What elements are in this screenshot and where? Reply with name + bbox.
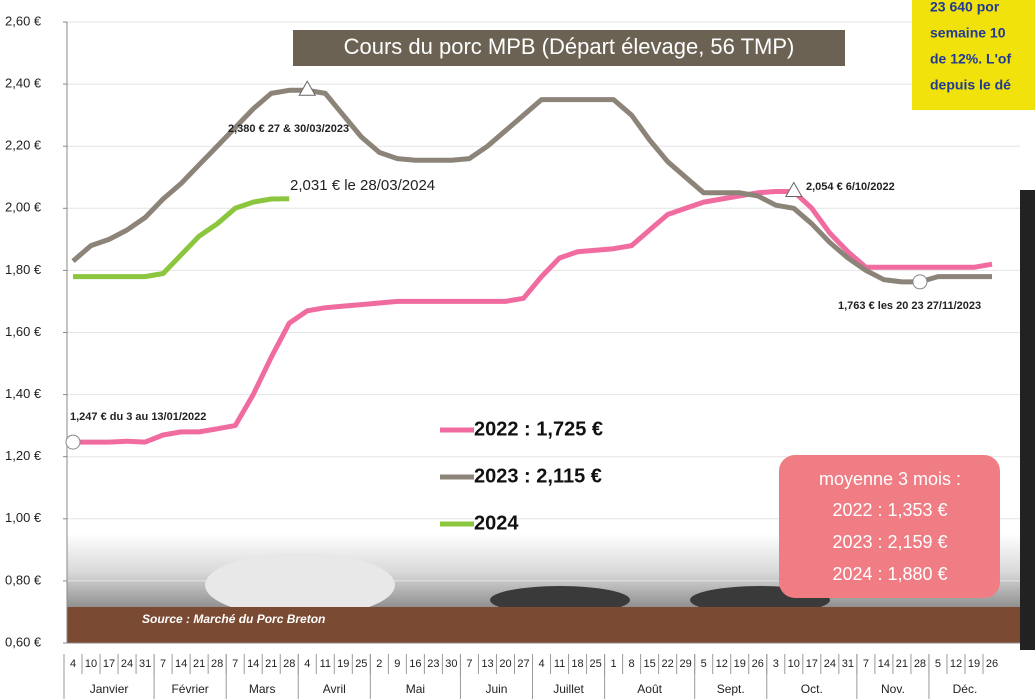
x-tick-label: 8	[629, 658, 635, 670]
month-label: Juin	[485, 682, 507, 696]
x-tick-label: 24	[824, 658, 836, 670]
note-line: depuis le dé	[930, 77, 1011, 93]
y-tick-label: 2,60 €	[5, 13, 42, 28]
month-label: Janvier	[90, 682, 129, 696]
x-tick-label: 14	[247, 658, 259, 670]
y-tick-label: 2,00 €	[5, 200, 42, 215]
x-tick-label: 7	[863, 658, 869, 670]
x-tick-label: 20	[499, 658, 511, 670]
y-tick-label: 1,00 €	[5, 510, 42, 525]
x-tick-label: 10	[85, 658, 97, 670]
x-tick-label: 4	[304, 658, 310, 670]
x-tick-label: 24	[121, 658, 133, 670]
x-tick-label: 4	[70, 658, 76, 670]
point-marker	[66, 435, 80, 449]
month-label: Février	[171, 682, 208, 696]
chart: Source : Marché du Porc Breton Cours du …	[0, 0, 1035, 699]
y-tick-label: 0,80 €	[5, 572, 42, 587]
note-line: de 12%. L'of	[930, 51, 1011, 67]
note-line: semaine 10	[930, 25, 1006, 41]
month-label: Mars	[249, 682, 276, 696]
x-tick-label: 11	[320, 658, 331, 670]
x-tick-label: 21	[896, 658, 908, 670]
x-tick-label: 28	[283, 658, 295, 670]
x-tick-label: 5	[701, 658, 707, 670]
x-tick-label: 16	[409, 658, 421, 670]
x-tick-label: 1	[611, 658, 617, 670]
x-tick-label: 7	[466, 658, 472, 670]
y-tick-label: 1,60 €	[5, 324, 42, 339]
month-label: Août	[637, 682, 662, 696]
x-tick-label: 12	[950, 658, 962, 670]
x-tick-label: 31	[139, 658, 151, 670]
annotation: 2,054 € 6/10/2022	[806, 181, 895, 193]
legend-label: 2023 : 2,115 €	[474, 465, 602, 487]
x-tick-label: 19	[968, 658, 980, 670]
y-tick-label: 1,80 €	[5, 262, 42, 277]
x-tick-label: 27	[517, 658, 529, 670]
annotation: 1,763 € les 20 23 27/11/2023	[838, 300, 981, 312]
month-label: Déc.	[953, 682, 978, 696]
x-tick-label: 31	[842, 658, 854, 670]
x-tick-label: 28	[914, 658, 926, 670]
y-tick-label: 2,40 €	[5, 76, 42, 91]
x-tick-label: 17	[806, 658, 818, 670]
x-tick-label: 7	[160, 658, 166, 670]
y-tick-label: 0,60 €	[5, 634, 42, 649]
month-label: Oct.	[801, 682, 823, 696]
x-tick-label: 7	[232, 658, 238, 670]
average-line: 2024 : 1,880 €	[832, 564, 947, 584]
x-tick-label: 5	[935, 658, 941, 670]
average-line: 2022 : 1,353 €	[832, 500, 947, 520]
month-label: Mai	[406, 682, 425, 696]
y-tick-label: 1,40 €	[5, 386, 42, 401]
x-tick-label: 12	[716, 658, 728, 670]
x-tick-label: 3	[773, 658, 779, 670]
average-title: moyenne 3 mois :	[819, 469, 961, 489]
x-tick-label: 21	[193, 658, 205, 670]
x-tick-label: 10	[788, 658, 800, 670]
month-label: Juillet	[553, 682, 584, 696]
annotation: 2,380 € 27 & 30/03/2023	[228, 123, 349, 135]
x-tick-label: 26	[986, 658, 998, 670]
x-tick-label: 22	[662, 658, 674, 670]
note-line: 23 640 por	[930, 0, 1000, 15]
y-tick-label: 1,20 €	[5, 448, 42, 463]
average-line: 2023 : 2,159 €	[832, 532, 947, 552]
month-label: Avril	[323, 682, 346, 696]
x-tick-label: 13	[481, 658, 493, 670]
point-marker	[913, 275, 927, 289]
x-tick-label: 29	[680, 658, 692, 670]
x-tick-label: 14	[175, 658, 187, 670]
y-tick-label: 2,20 €	[5, 138, 42, 153]
x-tick-label: 23	[427, 658, 439, 670]
x-tick-label: 17	[103, 658, 115, 670]
source: Source : Marché du Porc Breton	[142, 612, 325, 626]
x-tick-label: 28	[211, 658, 223, 670]
x-tick-label: 19	[734, 658, 746, 670]
x-tick-label: 21	[265, 658, 277, 670]
x-tick-label: 2	[376, 658, 382, 670]
x-tick-label: 25	[589, 658, 601, 670]
x-tick-label: 18	[571, 658, 583, 670]
x-tick-label: 30	[445, 658, 457, 670]
legend-label: 2022 : 1,725 €	[474, 418, 603, 440]
annotation: 2,031 € le 28/03/2024	[290, 177, 435, 194]
x-tick-label: 26	[752, 658, 764, 670]
x-tick-label: 25	[355, 658, 367, 670]
x-tick-label: 4	[538, 658, 544, 670]
legend-label: 2024	[474, 512, 519, 534]
month-label: Sept.	[717, 682, 745, 696]
chart-title: Cours du porc MPB (Départ élevage, 56 TM…	[344, 34, 795, 59]
x-tick-label: 19	[337, 658, 349, 670]
x-tick-label: 9	[394, 658, 400, 670]
month-label: Nov.	[881, 682, 905, 696]
x-tick-label: 15	[644, 658, 656, 670]
x-tick-label: 14	[878, 658, 890, 670]
x-tick-label: 11	[554, 658, 565, 670]
annotation: 1,247 € du 3 au 13/01/2022	[70, 411, 206, 423]
